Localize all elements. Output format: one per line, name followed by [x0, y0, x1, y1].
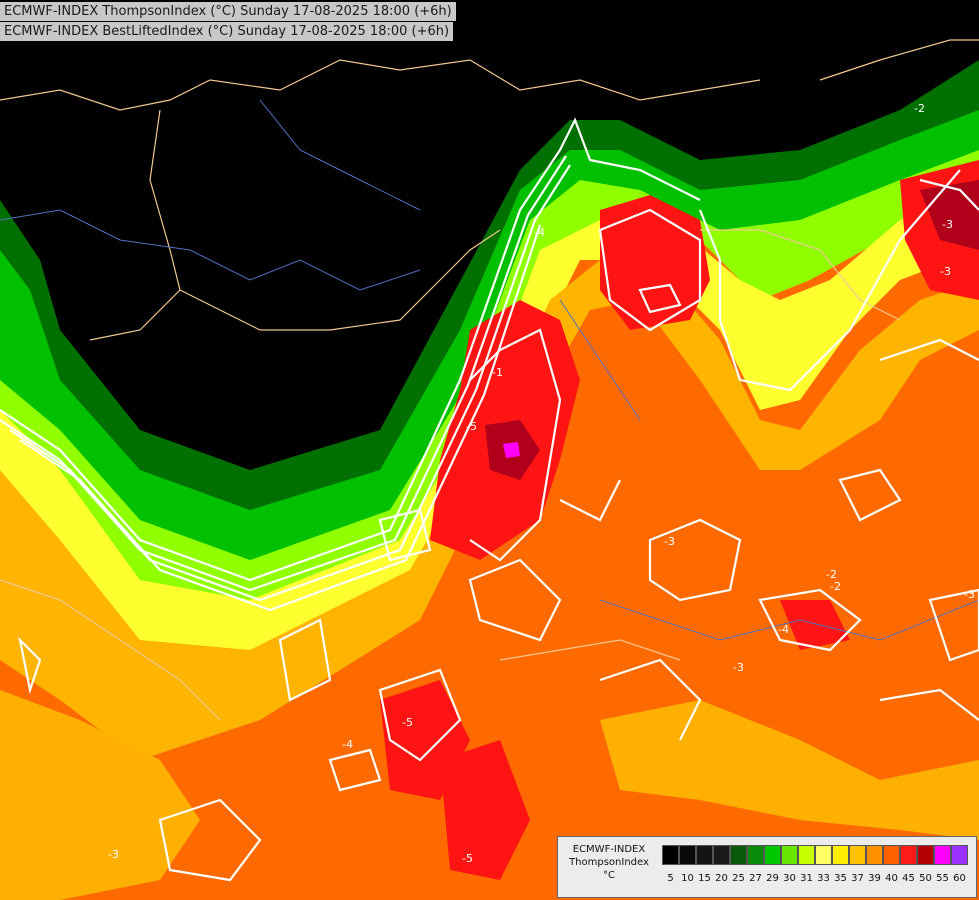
contour-label-group: -5 -4 -3 -2 -1 -3 -2 -3 -4 -5 -3 -2 -3 -…: [108, 102, 975, 865]
legend-swatch: [832, 845, 849, 865]
legend-tick: 37: [851, 873, 864, 884]
contour-label: -5: [466, 420, 477, 433]
legend-swatch: [662, 845, 679, 865]
legend-tick: 31: [800, 873, 813, 884]
legend-swatch: [883, 845, 900, 865]
legend-swatch: [798, 845, 815, 865]
color-legend: ECMWF-INDEX ThompsonIndex °C 5 10 15 20 25 27…: [557, 836, 977, 898]
legend-tick: 25: [732, 873, 745, 884]
legend-ticks: 5 10 15 20 25 27 29 30 31 33 35 37 39 40 45 50 55 60: [662, 873, 968, 884]
legend-swatch: [679, 845, 696, 865]
legend-swatch: [815, 845, 832, 865]
title-thompson-index: ECMWF-INDEX ThompsonIndex (°C) Sunday 17…: [0, 2, 456, 21]
band-amber: [0, 260, 979, 760]
legend-unit: °C: [603, 870, 615, 881]
band-dark-green: [0, 60, 979, 560]
contour-label: -3: [942, 218, 953, 231]
legend-swatches: [662, 845, 968, 865]
legend-swatch: [713, 845, 730, 865]
patch-amber-sw: [0, 690, 200, 900]
contour-label: -3: [940, 265, 951, 278]
legend-swatch: [696, 845, 713, 865]
contour-label: -4: [534, 226, 545, 239]
patch-amber-se: [600, 700, 979, 840]
legend-tick: 50: [919, 873, 932, 884]
legend-swatch: [934, 845, 951, 865]
legend-swatch: [866, 845, 883, 865]
contour-label: -1: [492, 366, 503, 379]
legend-swatch: [781, 845, 798, 865]
legend-tick: 60: [953, 873, 966, 884]
country-borders: [0, 39, 979, 721]
legend-tick: 27: [749, 873, 762, 884]
legend-tick: 29: [766, 873, 779, 884]
legend-variable: ThompsonIndex: [569, 857, 649, 868]
legend-tick: 10: [681, 873, 694, 884]
legend-tick: 55: [936, 873, 949, 884]
contour-label: -5: [462, 852, 473, 865]
contour-label: -5: [402, 716, 413, 729]
contour-label: -2: [826, 568, 837, 581]
contour-label: -3: [108, 848, 119, 861]
band-lime: [0, 150, 979, 640]
legend-model: ECMWF-INDEX: [572, 844, 646, 855]
legend-tick: 15: [698, 873, 711, 884]
legend-swatch: [764, 845, 781, 865]
title-best-lifted-index: ECMWF-INDEX BestLiftedIndex (°C) Sunday …: [0, 22, 454, 41]
field-dark-red-e: [920, 180, 979, 250]
contour-label: -3: [664, 535, 675, 548]
band-yellow: [0, 190, 979, 700]
legend-tick: 35: [834, 873, 847, 884]
field-red-se: [780, 600, 850, 650]
legend-tick: 40: [885, 873, 898, 884]
legend-swatch: [917, 845, 934, 865]
contour-label: -4: [342, 738, 353, 751]
legend-tick: 39: [868, 873, 881, 884]
legend-swatch: [747, 845, 764, 865]
contour-label: -2: [830, 580, 841, 593]
legend-tick: 45: [902, 873, 915, 884]
legend-tick: 33: [817, 873, 830, 884]
field-red-s2: [440, 740, 530, 880]
legend-tick: 20: [715, 873, 728, 884]
legend-swatch: [900, 845, 917, 865]
field-magenta: [503, 442, 520, 458]
legend-tick: 5: [667, 873, 674, 884]
contour-label: -4: [778, 623, 789, 636]
legend-swatch: [951, 845, 968, 865]
legend-label: ECMWF-INDEX ThompsonIndex °C: [561, 843, 657, 882]
legend-tick: 30: [783, 873, 796, 884]
rivers: [0, 99, 979, 641]
contour-label: -3: [733, 661, 744, 674]
legend-swatch: [849, 845, 866, 865]
contour-lines: [0, 117, 979, 882]
contour-label: -3: [964, 588, 975, 601]
contour-label: -2: [914, 102, 925, 115]
legend-swatch: [730, 845, 747, 865]
